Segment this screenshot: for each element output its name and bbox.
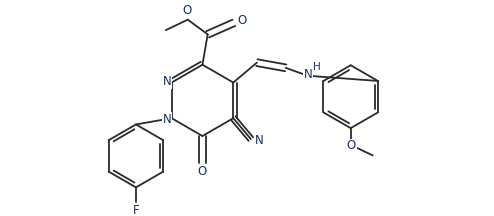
- Text: N: N: [304, 68, 313, 81]
- Text: N: N: [163, 75, 172, 88]
- Text: O: O: [237, 14, 247, 27]
- Text: O: O: [347, 140, 356, 152]
- Text: N: N: [255, 134, 264, 147]
- Text: O: O: [198, 165, 207, 178]
- Text: O: O: [182, 4, 191, 17]
- Text: N: N: [163, 113, 172, 126]
- Text: H: H: [313, 62, 321, 72]
- Text: F: F: [133, 204, 139, 216]
